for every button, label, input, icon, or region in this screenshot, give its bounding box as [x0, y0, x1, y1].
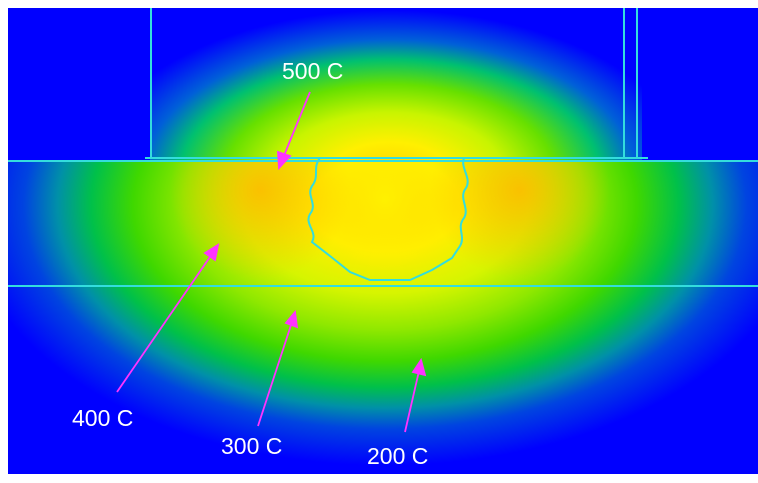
label-200c: 200 C	[367, 443, 429, 469]
arrow-500	[277, 91, 311, 171]
boundary-lines	[8, 8, 758, 287]
label-300c: 300 C	[221, 433, 283, 459]
melt-zone-outline	[307, 157, 469, 281]
label-500c: 500 C	[282, 58, 344, 84]
arrow-300	[257, 309, 299, 427]
lower-slab	[8, 161, 758, 474]
pointer-arrows	[116, 91, 427, 433]
upper-block	[150, 8, 642, 161]
label-400c: 400 C	[72, 405, 134, 431]
arrow-200	[404, 357, 427, 433]
arrow-400	[116, 243, 220, 393]
